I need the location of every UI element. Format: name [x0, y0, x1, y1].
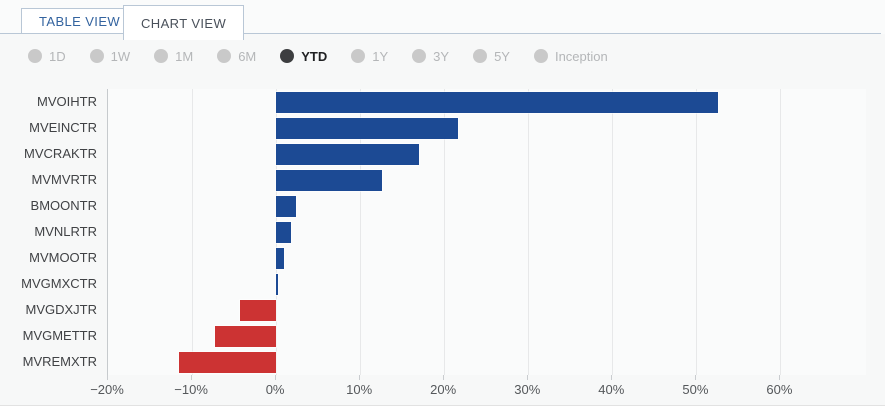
period-radio-1w[interactable]: 1W	[89, 48, 131, 64]
radio-dot-icon	[412, 49, 427, 63]
tab-chart-view[interactable]: CHART VIEW	[123, 5, 245, 40]
period-radio-1d[interactable]: 1D	[28, 49, 66, 64]
bar-mveinctr[interactable]	[275, 116, 460, 140]
radio-dot-icon	[473, 49, 488, 63]
x-axis-tick	[611, 375, 613, 380]
radio-dot-icon	[28, 49, 42, 63]
x-axis-label: 20%	[430, 382, 457, 397]
x-axis-label: −10%	[174, 382, 208, 397]
gridline	[192, 89, 194, 375]
period-radio-1m[interactable]: 1M	[154, 49, 193, 64]
period-label: YTD	[301, 48, 328, 64]
period-radio-inception[interactable]: Inception	[533, 48, 608, 64]
period-label: Inception	[554, 48, 608, 64]
radio-dot-icon	[533, 49, 548, 63]
category-label-mvmvrtr: MVMVRTR	[31, 172, 97, 187]
plot-area	[107, 89, 866, 375]
bar-mvcraktr[interactable]	[275, 142, 420, 166]
period-radio-3y[interactable]: 3Y	[412, 49, 449, 64]
gridline	[780, 89, 782, 375]
tab-table-view-label: TABLE VIEW	[39, 13, 121, 29]
x-axis-label: 50%	[682, 382, 709, 397]
radio-dot-icon	[280, 49, 295, 63]
bar-mvnlrtr[interactable]	[275, 220, 293, 244]
x-axis-label: 10%	[346, 382, 373, 397]
radio-dot-icon	[351, 49, 366, 63]
period-label: 1D	[49, 48, 66, 64]
x-axis-label: 40%	[598, 382, 625, 397]
x-axis-tick	[695, 375, 697, 380]
period-radio-1y[interactable]: 1Y	[351, 49, 388, 64]
period-radio-ytd[interactable]: YTD	[280, 49, 327, 64]
category-label-mvmootr: MVMOOTR	[29, 250, 97, 265]
category-label-mvgmxctr: MVGMXCTR	[21, 276, 97, 291]
category-label-mvnlrtr: MVNLRTR	[34, 224, 97, 239]
category-label-mvoihtr: MVOIHTR	[37, 94, 97, 109]
x-axis-label: 60%	[766, 382, 793, 397]
bar-mvgmettr[interactable]	[213, 324, 278, 348]
period-label: 3Y	[433, 48, 450, 64]
category-label-mvcraktr: MVCRAKTR	[24, 146, 97, 161]
x-axis-tick	[779, 375, 781, 380]
period-radio-6m[interactable]: 6M	[217, 49, 256, 64]
bar-mvgdxjtr[interactable]	[238, 298, 278, 322]
bar-mvremxtr[interactable]	[178, 350, 278, 374]
tab-bar-divider	[0, 33, 881, 34]
period-label: 1M	[175, 48, 194, 64]
bar-mvoihtr[interactable]	[275, 90, 720, 114]
bar-bmoontr[interactable]	[275, 194, 298, 218]
radio-dot-icon	[217, 49, 232, 63]
gridline	[360, 89, 362, 375]
x-axis-label: 30%	[514, 382, 541, 397]
category-label-mveinctr: MVEINCTR	[29, 120, 97, 135]
x-axis-tick	[107, 375, 108, 380]
category-label-bmoontr: BMOONTR	[30, 198, 97, 213]
gridline	[696, 89, 698, 375]
bar-mvmvrtr[interactable]	[275, 168, 383, 192]
period-label: 6M	[238, 48, 257, 64]
bar-mvgmxctr[interactable]	[275, 272, 279, 296]
x-axis-tick	[527, 375, 529, 380]
tab-bar: TABLE VIEW CHART VIEW	[0, 0, 885, 40]
tab-chart-view-label: CHART VIEW	[141, 15, 227, 31]
period-label: 5Y	[494, 48, 510, 64]
x-axis-tick	[359, 375, 361, 380]
bar-mvmootr[interactable]	[275, 246, 285, 270]
category-label-mvgmettr: MVGMETTR	[22, 328, 97, 343]
gridline	[612, 89, 614, 375]
x-axis-tick	[275, 375, 277, 380]
category-label-mvgdxjtr: MVGDXJTR	[25, 302, 98, 317]
x-axis-tick	[443, 375, 445, 380]
period-label: 1Y	[372, 48, 389, 64]
tab-table-view[interactable]: TABLE VIEW	[21, 8, 139, 34]
radio-dot-icon	[89, 49, 104, 63]
gridline	[528, 89, 530, 375]
gridline	[444, 89, 446, 375]
period-label: 1W	[110, 48, 131, 64]
category-label-mvremxtr: MVREMXTR	[22, 354, 97, 369]
x-axis-tick	[191, 375, 193, 380]
period-selector: 1D 1W 1M 6M YTD 1Y 3Y 5Y Inception	[28, 45, 632, 67]
period-radio-5y[interactable]: 5Y	[473, 49, 510, 64]
x-axis-label: −20%	[90, 382, 124, 397]
x-axis-label: 0%	[265, 382, 285, 397]
radio-dot-icon	[154, 49, 169, 63]
